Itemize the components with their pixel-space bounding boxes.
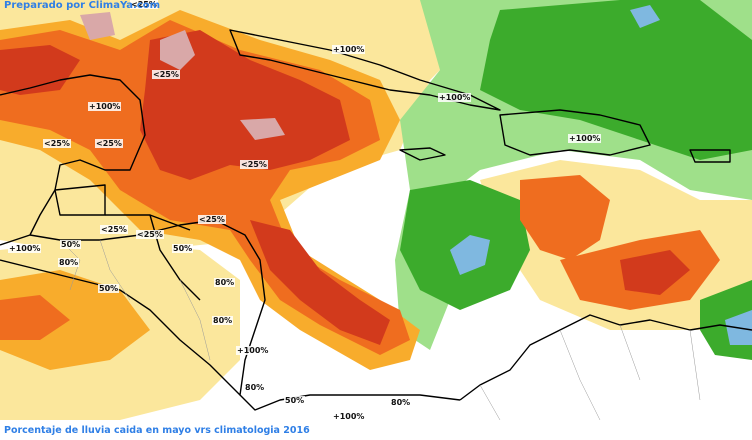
- map-label: 50%: [172, 244, 194, 253]
- anomaly-zone-dry: [140, 30, 350, 180]
- map-label: +100%: [236, 346, 270, 355]
- anomaly-zone-excess: [450, 235, 490, 275]
- map-label: <25%: [240, 160, 268, 169]
- anomaly-zone-very-dry: [240, 118, 285, 140]
- map-label: <25%: [100, 225, 128, 234]
- map-label: 80%: [58, 258, 80, 267]
- map-label: <25%: [95, 139, 123, 148]
- map-borders: [0, 29, 752, 411]
- map-label: +100%: [8, 244, 42, 253]
- anomaly-zone-dry: [250, 220, 390, 345]
- map-label: 80%: [390, 398, 412, 407]
- map-label: +100%: [568, 134, 602, 143]
- anomaly-zone-well-above: [480, 0, 752, 160]
- map-label: +100%: [88, 102, 122, 111]
- anomaly-zone-below: [0, 295, 70, 340]
- map-label: <25%: [130, 0, 158, 9]
- map-label: 80%: [244, 383, 266, 392]
- anomaly-zone-dry: [0, 45, 80, 95]
- map-caption: Porcentaje de lluvia caida en mayo vrs c…: [4, 425, 310, 436]
- map-label: <25%: [43, 139, 71, 148]
- map-label: <25%: [198, 215, 226, 224]
- map-label: +100%: [332, 45, 366, 54]
- map-label: <25%: [136, 230, 164, 239]
- map-label: 50%: [98, 284, 120, 293]
- map-label: 80%: [214, 278, 236, 287]
- map-label: +100%: [438, 93, 472, 102]
- anomaly-zone-dry: [620, 250, 690, 295]
- anomaly-zone-very-dry: [80, 12, 115, 40]
- anomaly-zone-slightly-below: [0, 270, 150, 370]
- anomaly-zone-below: [520, 175, 610, 260]
- anomaly-zone-very-dry: [160, 30, 195, 70]
- map-label: +100%: [332, 412, 366, 421]
- credit-text: Preparado por ClimaYa.com: [4, 0, 161, 11]
- anomaly-zone-excess: [630, 5, 660, 28]
- map-label: <25%: [152, 70, 180, 79]
- map-label: 80%: [212, 316, 234, 325]
- map-label: 50%: [284, 396, 306, 405]
- map-label: 50%: [60, 240, 82, 249]
